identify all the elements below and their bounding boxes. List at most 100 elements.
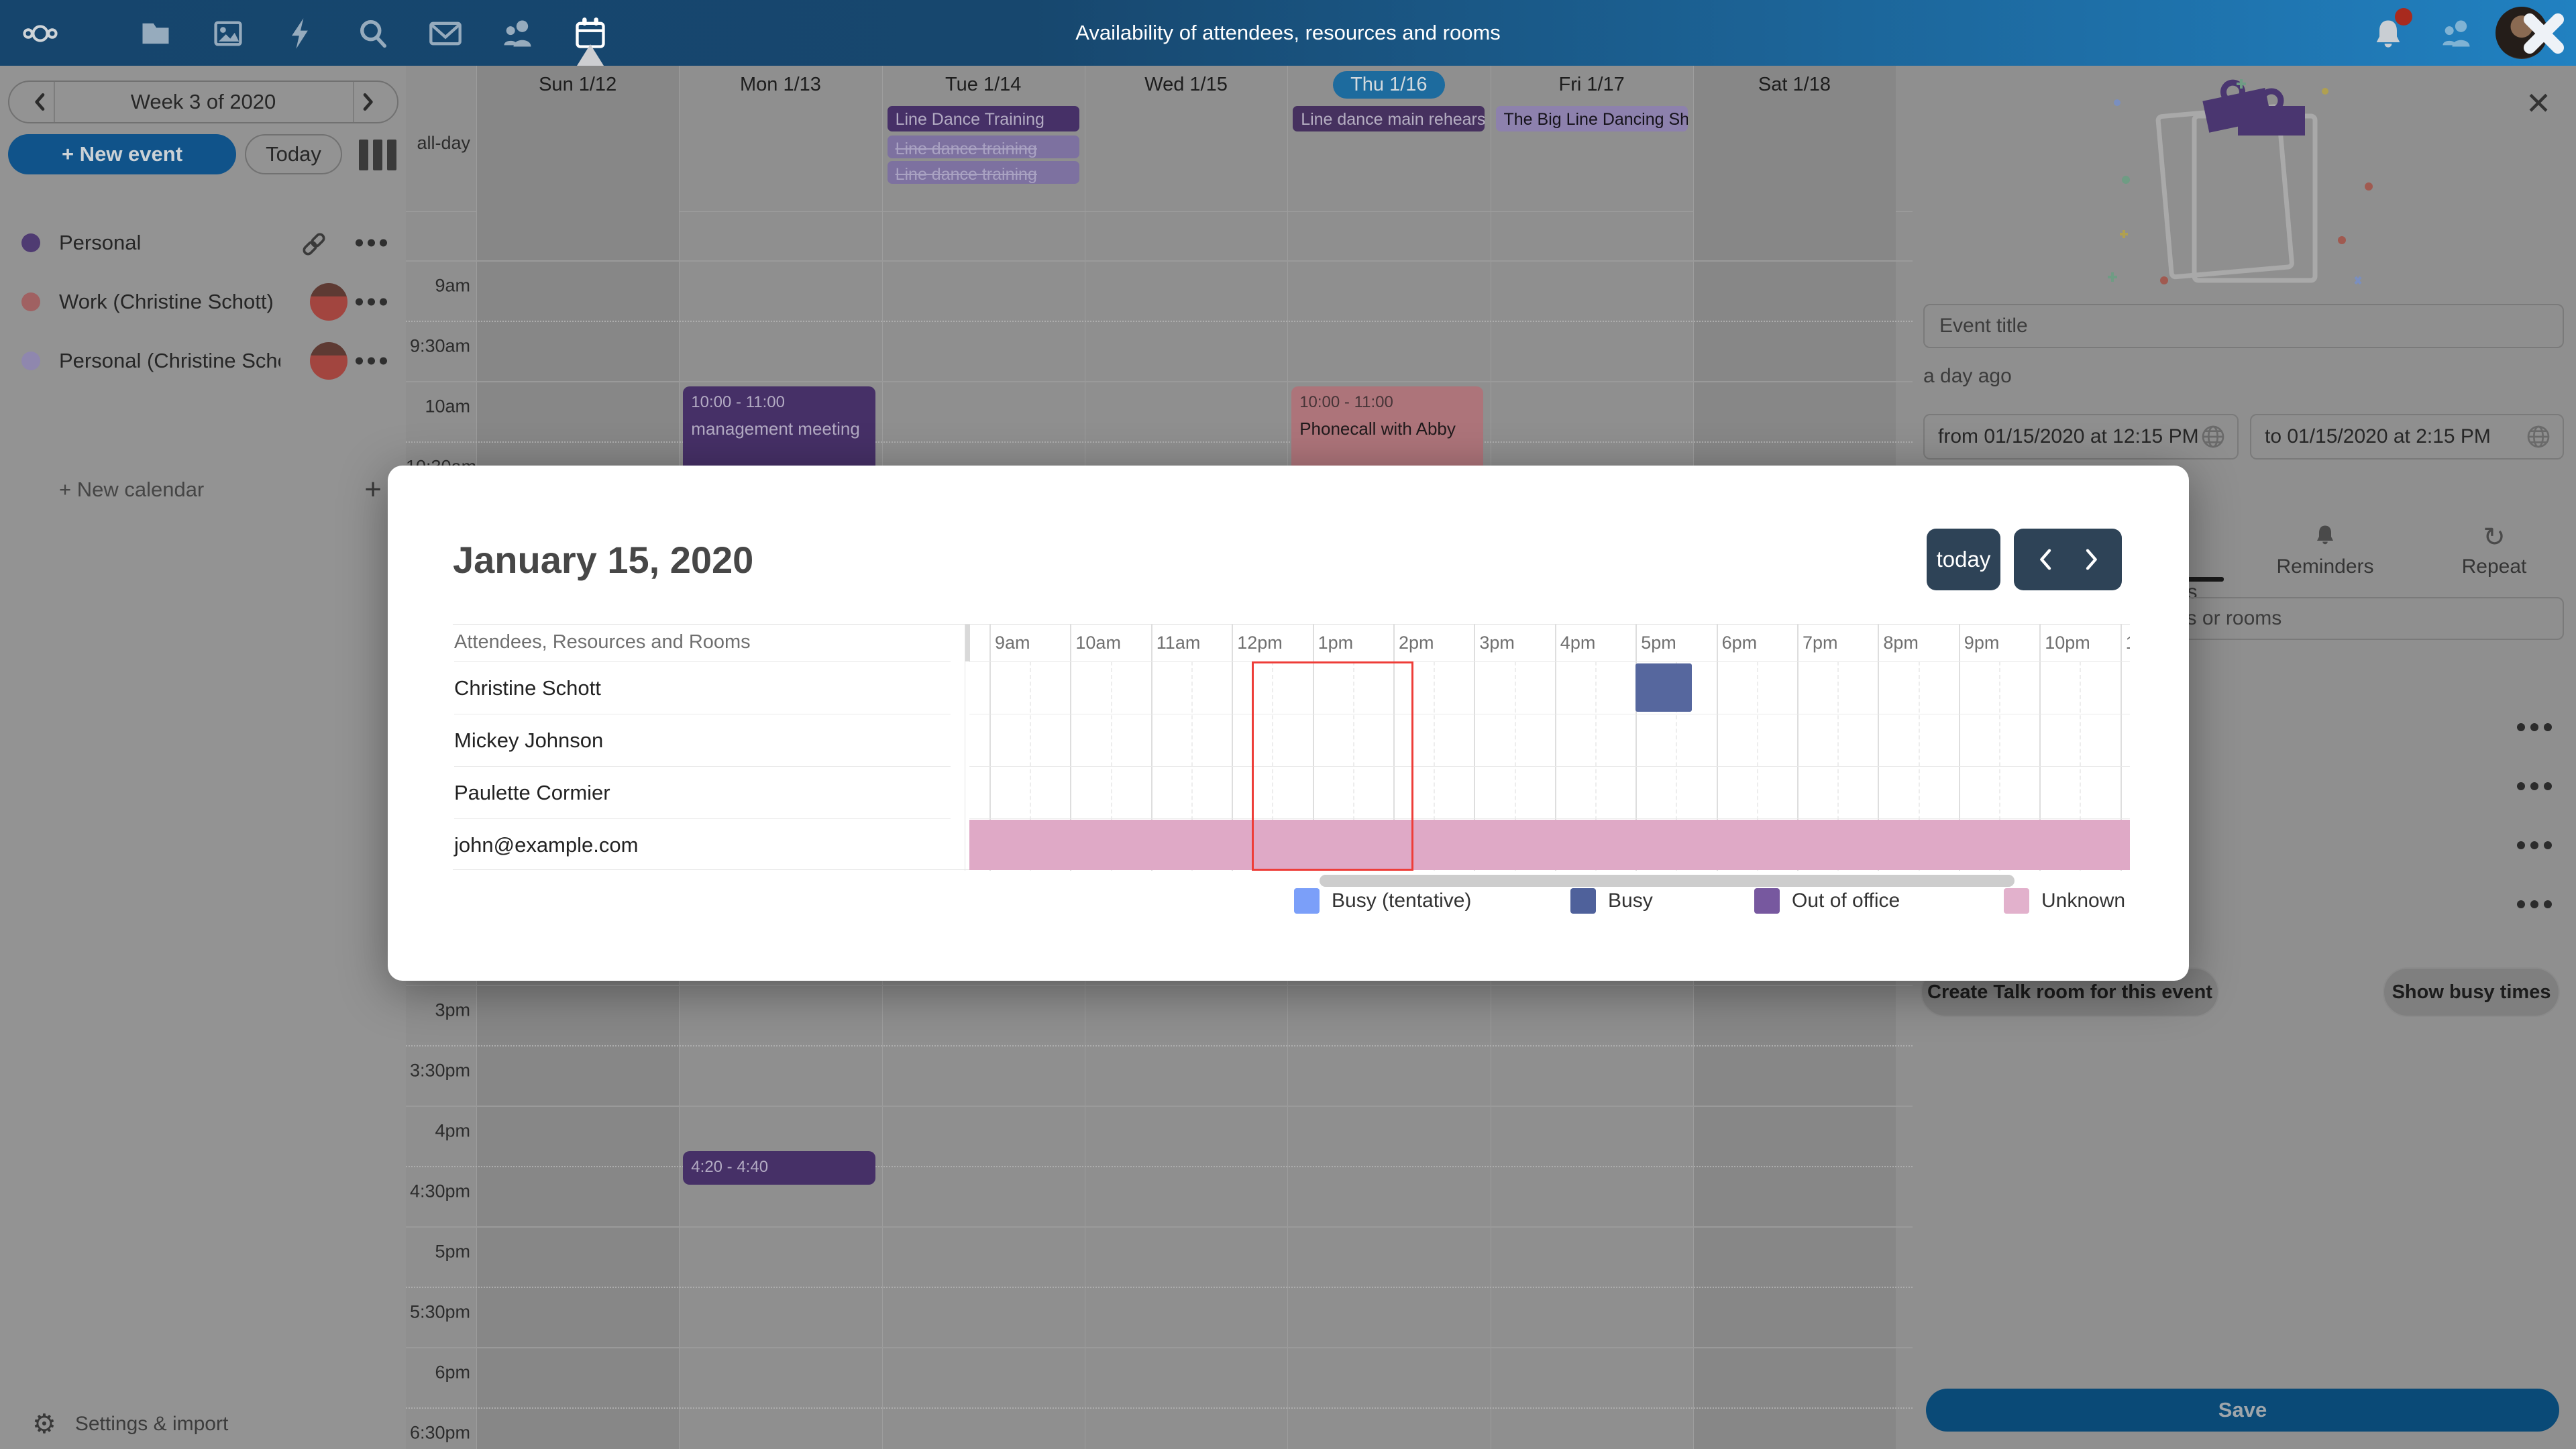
allday-event[interactable]: Line dance training [887, 136, 1079, 158]
time-gutter-label: 10am [425, 396, 470, 417]
availability-modal: January 15, 2020 today Attendees, Resour… [388, 466, 2189, 981]
save-button[interactable]: Save [1926, 1389, 2559, 1432]
legend-label: Out of office [1792, 890, 1900, 912]
attendee-actions-menu-icon[interactable] [2517, 900, 2552, 908]
allday-event[interactable]: The Big Line Dancing Show [1495, 106, 1688, 131]
notifications-bell-icon[interactable] [2367, 8, 2412, 55]
avatar-close-x-icon[interactable] [2520, 9, 2568, 58]
repeat-icon: ↻ [2483, 522, 2506, 553]
hour-label: 9pm [1964, 633, 2000, 653]
calendar-item-2[interactable]: Work (Christine Schott) [0, 276, 406, 327]
calendar-actions-menu-icon[interactable] [356, 357, 387, 365]
nextcloud-logo-icon[interactable] [19, 12, 62, 55]
timezone-globe-icon[interactable] [2525, 423, 2552, 450]
calendar-item-1[interactable]: Personal [0, 217, 406, 268]
hour-line [2039, 625, 2041, 871]
time-gutter-label: 5:30pm [409, 1301, 470, 1322]
from-datetime-value: from 01/15/2020 at 12:15 PM [1938, 425, 2199, 447]
new-calendar-label: + New calendar [59, 478, 205, 501]
view-toggle-icon[interactable] [359, 140, 403, 170]
availability-table: 9am 10am 11am 12pm 1pm 2pm 3pm 4pm 5pm 6pm 7pm 8pm 9… [453, 624, 2130, 871]
show-busy-times-button[interactable]: Show busy times [2383, 967, 2560, 1017]
contacts-menu-icon[interactable] [2435, 12, 2478, 55]
tab-reminders[interactable]: Reminders [2241, 522, 2409, 578]
timezone-globe-icon[interactable] [2200, 423, 2226, 450]
time-gutter-label: 9:30am [409, 335, 470, 356]
search-icon[interactable] [352, 12, 394, 55]
scrollbar-thumb[interactable] [1320, 875, 2015, 887]
attendee-actions-menu-icon[interactable] [2517, 723, 2552, 731]
allday-label: all-day [417, 133, 470, 153]
hour-line [1150, 625, 1152, 871]
next-day-icon[interactable] [2078, 546, 2104, 573]
calendar-item-3[interactable]: Personal (Christine Scho... [0, 335, 406, 386]
divider [54, 82, 55, 122]
calendar-name: Work (Christine Schott) [59, 290, 274, 313]
event-time: 4:20 - 4:40 [691, 1157, 769, 1176]
close-sidebar-icon[interactable]: ✕ [2525, 86, 2552, 121]
event-title-input[interactable] [1923, 304, 2564, 348]
mail-icon[interactable] [424, 12, 467, 55]
photos-icon[interactable] [207, 12, 250, 55]
attendee-actions-menu-icon[interactable] [2517, 841, 2552, 849]
event-illustration [2100, 79, 2382, 304]
attendees-column-header: Attendees, Resources and Rooms [454, 631, 751, 653]
week-label[interactable]: Week 3 of 2020 [130, 90, 276, 113]
attendee-row-name: Paulette Cormier [454, 766, 951, 818]
column-divider [965, 625, 970, 661]
today-button[interactable]: Today [245, 134, 342, 174]
tab-repeat[interactable]: ↻ Repeat [2410, 522, 2576, 578]
legend-item: Busy (tentative) [1294, 888, 1471, 914]
calendar-event[interactable]: 4:20 - 4:40 purchasing dept [683, 1150, 875, 1185]
time-gutter-label: 4:30pm [409, 1181, 470, 1201]
new-event-button[interactable]: + New event [8, 134, 236, 174]
day-header: Mon 1/13 [739, 74, 821, 95]
availability-time-grid[interactable]: 9am 10am 11am 12pm 1pm 2pm 3pm 4pm 5pm 6pm 7pm 8pm 9… [969, 625, 2130, 871]
share-link-icon[interactable] [301, 231, 327, 258]
hour-line [1797, 625, 1799, 871]
row-line [969, 661, 2130, 662]
to-datetime-field[interactable]: to 01/15/2020 at 2:15 PM [2250, 414, 2564, 460]
modal-nav-arrows [2014, 529, 2122, 590]
horizontal-scrollbar[interactable] [904, 875, 2065, 887]
hour-label: 6pm [1721, 633, 1758, 653]
hour-label: 4pm [1560, 633, 1596, 653]
previous-day-icon[interactable] [2033, 546, 2059, 573]
calendar-color-dot [21, 352, 40, 370]
allday-event[interactable]: Line Dance Training [887, 106, 1079, 131]
attendee-row-name: john@example.com [454, 818, 951, 871]
hour-label: 3pm [1479, 633, 1515, 653]
from-datetime-field[interactable]: from 01/15/2020 at 12:15 PM [1923, 414, 2239, 460]
legend-label: Busy (tentative) [1332, 890, 1472, 912]
calendar-actions-menu-icon[interactable] [356, 298, 387, 306]
attendee-row-name: Christine Schott [454, 661, 951, 714]
modal-today-button[interactable]: today [1927, 529, 2000, 590]
hour-line [1554, 625, 1556, 871]
event-title: Phonecall with Abby [1299, 419, 1456, 439]
slot-line [406, 1166, 1913, 1167]
selected-time-range-box [1252, 661, 1414, 871]
calendar-actions-menu-icon[interactable] [356, 239, 387, 247]
attendee-actions-menu-icon[interactable] [2517, 782, 2552, 790]
time-gutter-label: 6pm [435, 1362, 470, 1383]
next-week-icon[interactable] [357, 91, 378, 113]
calendar-color-dot [21, 233, 40, 252]
files-icon[interactable] [134, 12, 177, 55]
hour-label: 9am [995, 633, 1030, 653]
contacts-icon[interactable] [496, 12, 539, 55]
hour-label: 5pm [1641, 633, 1676, 653]
settings-import-button[interactable]: ⚙ Settings & import [0, 1399, 406, 1449]
last-modified-label: a day ago [1923, 365, 2012, 387]
day-header: Sat 1/18 [1758, 74, 1831, 95]
allday-event[interactable]: Line dance main rehearsal [1293, 106, 1485, 131]
hour-line [2120, 625, 2122, 871]
plus-icon: + [364, 473, 382, 506]
new-calendar-button[interactable]: + New calendar + [0, 464, 406, 515]
previous-week-icon[interactable] [30, 91, 51, 113]
attendee-row-name: Mickey Johnson [454, 714, 951, 766]
slot-line [406, 1045, 1913, 1046]
top-bar: Availability of attendees, resources and… [0, 0, 2576, 66]
allday-event[interactable]: Line dance training [887, 161, 1079, 184]
activity-icon[interactable] [279, 12, 322, 55]
